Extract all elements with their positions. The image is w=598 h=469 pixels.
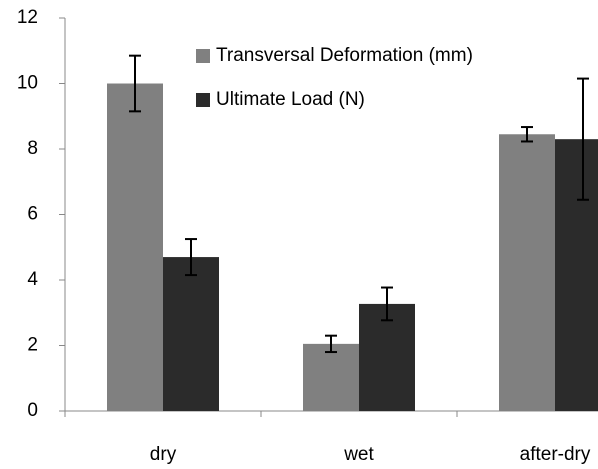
bar — [499, 134, 555, 411]
y-tick-label: 0 — [27, 400, 38, 421]
y-tick-label: 4 — [27, 269, 38, 290]
legend-label: Ultimate Load (N) — [216, 89, 365, 110]
y-tick-label: 8 — [27, 138, 38, 159]
error-bar — [381, 286, 393, 322]
legend-label: Transversal Deformation (mm) — [216, 45, 473, 66]
x-tick-label: wet — [343, 444, 374, 465]
legend-swatch — [196, 93, 210, 107]
bar — [555, 139, 598, 412]
error-bar — [129, 54, 141, 113]
x-tick-label: after-dry — [520, 444, 591, 465]
y-tick-label: 2 — [27, 335, 38, 356]
error-bar — [185, 238, 197, 277]
bar — [303, 343, 359, 411]
error-bar — [325, 334, 337, 354]
error-bar — [577, 77, 589, 201]
y-tick-label: 6 — [27, 204, 38, 225]
x-tick-label: dry — [150, 444, 177, 465]
y-tick-label: 10 — [17, 73, 38, 94]
y-tick-label: 12 — [17, 7, 38, 28]
legend-swatch — [196, 49, 210, 63]
bar — [107, 83, 163, 411]
bar — [163, 257, 219, 411]
bar — [359, 303, 415, 411]
error-bar — [521, 126, 533, 143]
